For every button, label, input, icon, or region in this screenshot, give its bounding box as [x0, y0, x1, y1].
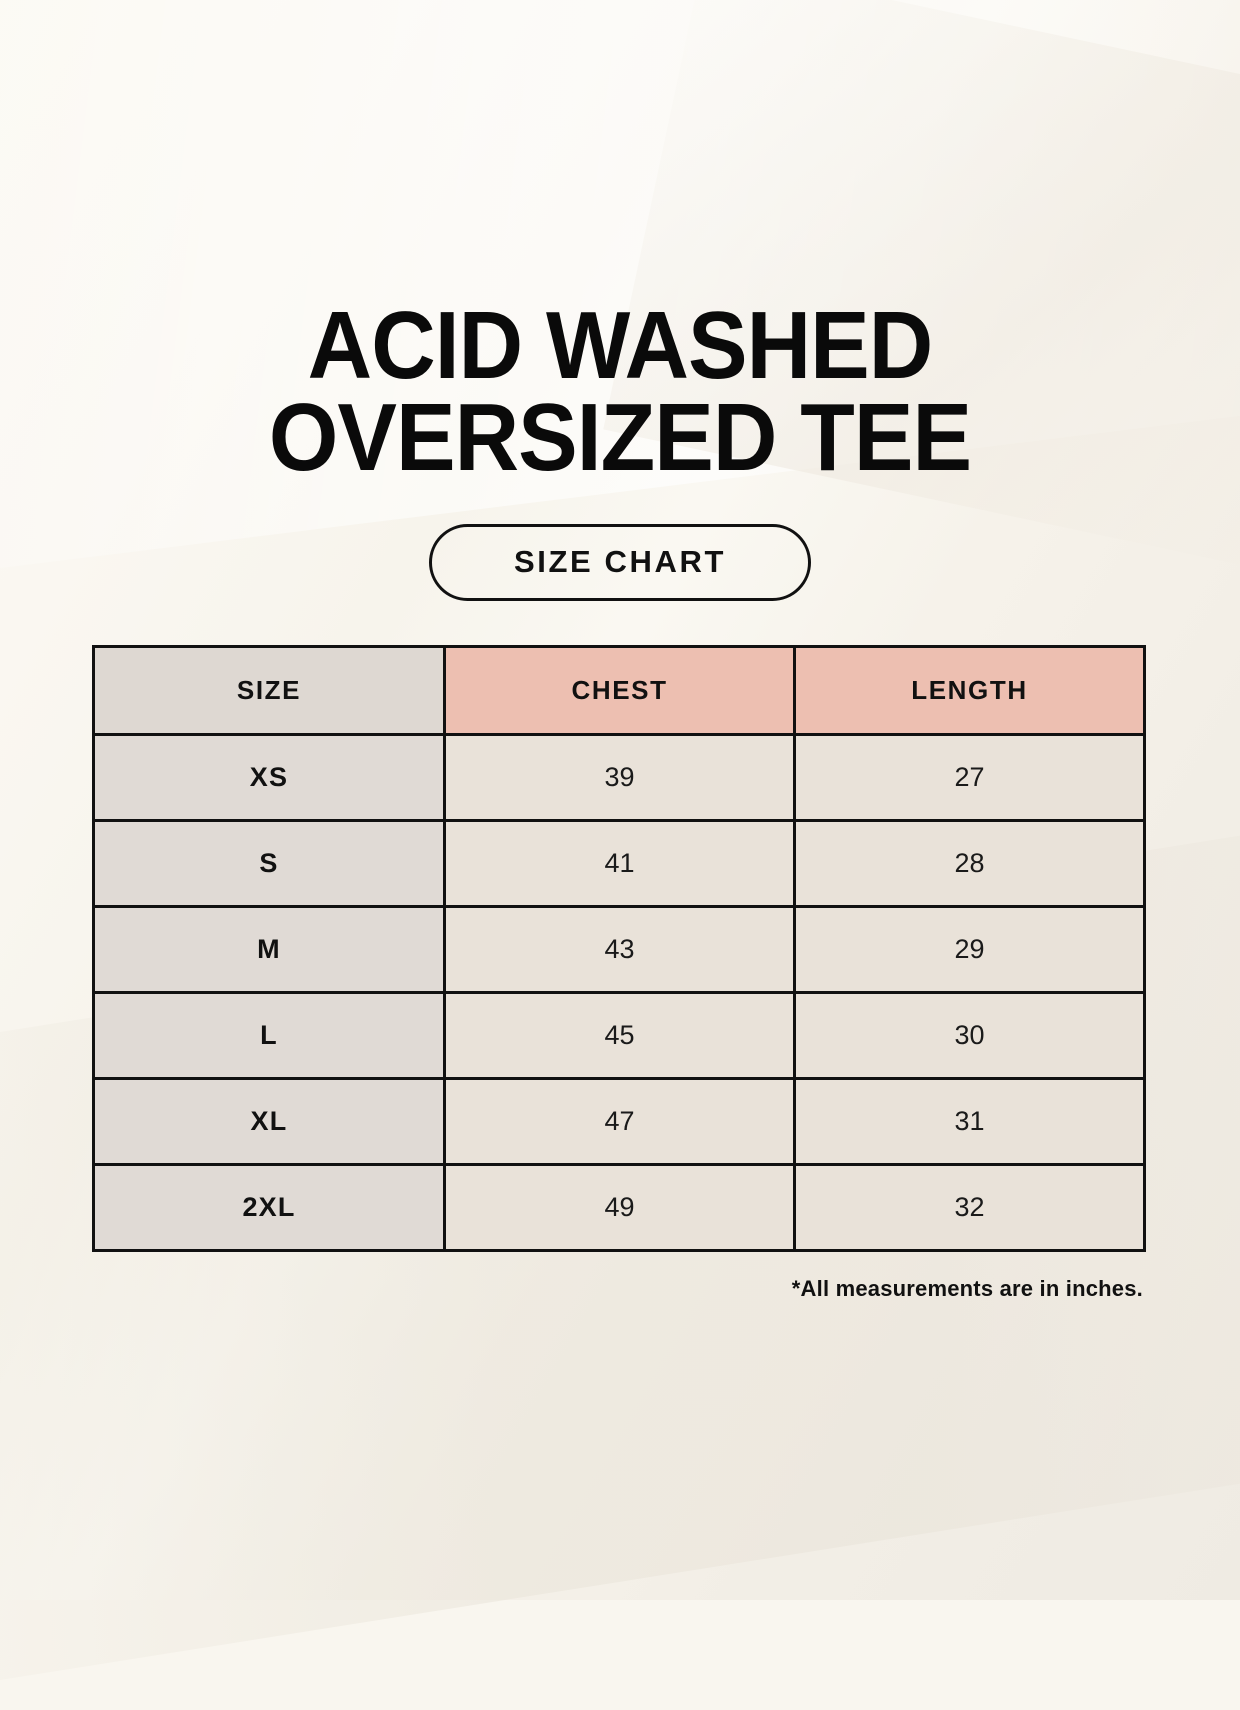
page-title: ACID WASHED OVERSIZED TEE	[0, 292, 1240, 492]
row-chest-value: 39	[443, 733, 796, 822]
table-header-row: SIZE CHEST LENGTH	[92, 645, 1146, 736]
row-size-label: XS	[92, 733, 446, 822]
row-length-value: 29	[793, 905, 1146, 994]
product-title-line-2: OVERSIZED TEE	[268, 384, 972, 492]
column-header-chest: CHEST	[443, 645, 796, 736]
row-chest-value: 45	[443, 991, 796, 1080]
table-row: XL 47 31	[92, 1077, 1146, 1166]
row-chest-value: 47	[443, 1077, 796, 1166]
row-length-value: 31	[793, 1077, 1146, 1166]
table-row: L 45 30	[92, 991, 1146, 1080]
table-row: S 41 28	[92, 819, 1146, 908]
row-chest-value: 43	[443, 905, 796, 994]
size-table-body: XS 39 27 S 41 28 M 43 29 L 45 30	[92, 733, 1146, 1252]
table-row: M 43 29	[92, 905, 1146, 994]
row-length-value: 27	[793, 733, 1146, 822]
product-title-line-1: ACID WASHED	[307, 292, 934, 399]
row-size-label: S	[92, 819, 446, 908]
row-chest-value: 41	[443, 819, 796, 908]
column-header-length: LENGTH	[793, 645, 1146, 736]
column-header-size: SIZE	[92, 645, 446, 736]
row-size-label: XL	[92, 1077, 446, 1166]
size-chart-page: ACID WASHED OVERSIZED TEE SIZE CHART SIZ…	[0, 292, 1240, 1301]
row-size-label: M	[92, 905, 446, 994]
row-length-value: 28	[793, 819, 1146, 908]
row-size-label: L	[92, 991, 446, 1080]
row-length-value: 30	[793, 991, 1146, 1080]
size-chart-badge: SIZE CHART	[429, 524, 811, 601]
size-table-header: SIZE CHEST LENGTH	[92, 645, 1146, 736]
measurement-footnote: *All measurements are in inches.	[791, 1276, 1143, 1301]
size-table-wrapper: SIZE CHEST LENGTH XS 39 27 S 41 28 M	[92, 645, 1146, 1252]
row-size-label: 2XL	[92, 1163, 446, 1252]
table-row: XS 39 27	[92, 733, 1146, 822]
size-chart-badge-wrapper: SIZE CHART	[0, 524, 1240, 601]
row-length-value: 32	[793, 1163, 1146, 1252]
row-chest-value: 49	[443, 1163, 796, 1252]
table-row: 2XL 49 32	[92, 1163, 1146, 1252]
size-table: SIZE CHEST LENGTH XS 39 27 S 41 28 M	[92, 645, 1146, 1252]
